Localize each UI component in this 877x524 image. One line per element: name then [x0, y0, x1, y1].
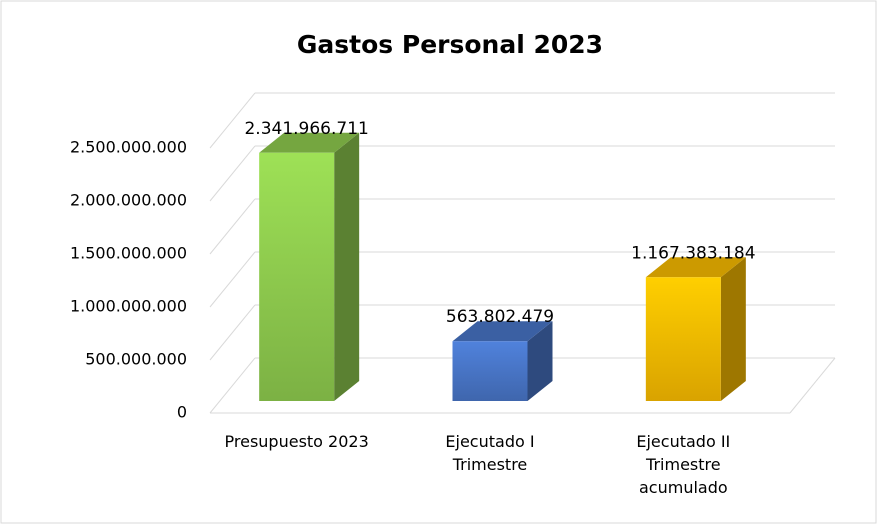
grid-line-side: [209, 145, 256, 202]
grid-line-side: [209, 304, 256, 361]
bar-front: [452, 341, 528, 401]
chart-title: Gastos Personal 2023: [297, 30, 603, 59]
grid-line-side: [209, 251, 256, 308]
bar-top: [452, 321, 553, 342]
value-label: 563.802.479: [446, 307, 554, 327]
x-tick-label: Ejecutado I Trimestre: [445, 432, 535, 474]
floor-line: [789, 357, 836, 414]
bar: [645, 257, 746, 401]
y-tick-label: 2.500.000.000: [70, 138, 187, 157]
grid-line-side: [209, 357, 256, 414]
y-tick-label: 1.500.000.000: [70, 244, 187, 263]
x-tick-label: Presupuesto 2023: [224, 432, 369, 451]
bar-side: [334, 132, 360, 401]
bar-side: [527, 321, 553, 401]
grid-line-side: [209, 92, 256, 149]
y-tick-label: 0: [177, 403, 187, 422]
bar-front: [259, 152, 335, 401]
value-label: 1.167.383.184: [631, 243, 755, 263]
bar-front: [645, 277, 721, 401]
bar: [259, 132, 360, 401]
y-tick-label: 2.000.000.000: [70, 191, 187, 210]
grid-line-side: [209, 198, 256, 255]
bar-top: [259, 132, 360, 153]
value-label: 2.341.966.711: [244, 119, 368, 139]
y-tick-label: 1.000.000.000: [70, 297, 187, 316]
bar-top: [645, 257, 746, 278]
bar: [452, 321, 553, 401]
bar-side: [720, 257, 746, 401]
x-tick-label: Ejecutado II Trimestre acumulado: [636, 432, 731, 497]
y-tick-label: 500.000.000: [85, 350, 187, 369]
